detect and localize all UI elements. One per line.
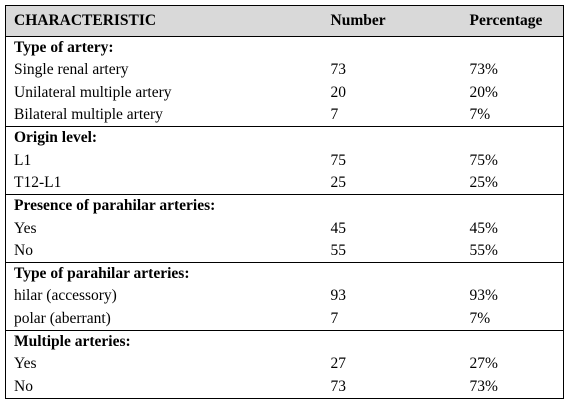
header-cell: CHARACTERISTIC	[5, 5, 323, 37]
table-header: CHARACTERISTIC Number Percentage	[5, 5, 564, 37]
label-cell: Unilateral multiple artery	[14, 83, 172, 101]
percentage-cell: 93%	[469, 287, 498, 305]
data-row: hilar (accessory) 93 93%	[6, 285, 564, 307]
section: Type of parahilar arteries: hilar (access…	[5, 262, 564, 331]
section-title: Type of artery:	[14, 39, 114, 57]
section-title-row: Type of artery:	[6, 37, 564, 60]
percentage-cell: 73%	[469, 377, 498, 395]
section: Presence of parahilar arteries: Yes 45 45% N…	[5, 194, 564, 263]
percentage-cell: 55%	[469, 241, 498, 259]
label-cell: hilar (accessory)	[14, 287, 117, 305]
percentage-cell: 20%	[469, 83, 498, 101]
section: Type of artery: Single renal artery 73 73% U…	[5, 36, 564, 127]
section: Multiple arteries: Yes 27 27% No 73 73%	[5, 330, 564, 398]
data-row: L1 75 75%	[6, 149, 564, 171]
label-cell: polar (aberrant)	[14, 309, 111, 327]
data-row: No 73 73%	[6, 375, 564, 398]
number-cell: 7	[330, 309, 339, 327]
percentage-cell: 27%	[469, 355, 498, 373]
section-title-row: Origin level:	[6, 127, 564, 150]
label-cell: No	[14, 377, 33, 395]
section-title-row: Multiple arteries:	[6, 330, 564, 353]
label-cell: No	[14, 241, 33, 259]
section-title-row: Presence of parahilar arteries:	[6, 195, 564, 218]
number-cell: 7	[330, 106, 339, 124]
number-cell: 20	[330, 83, 347, 101]
number-cell: 45	[330, 219, 347, 237]
label-cell: Yes	[14, 219, 37, 237]
section-title-row: Type of parahilar arteries:	[6, 262, 564, 285]
data-row: Single renal artery 73 73%	[6, 59, 564, 81]
data-row: Unilateral multiple artery 20 20%	[6, 82, 564, 104]
section-title: Multiple arteries:	[14, 333, 131, 350]
data-table: CHARACTERISTIC Number Percentage Type of a…	[5, 5, 564, 399]
data-row: polar (aberrant) 7 7%	[6, 308, 564, 331]
percentage-cell: 7%	[469, 309, 491, 327]
label-cell: T12-L1	[14, 173, 62, 191]
header-row: CHARACTERISTIC Number Percentage	[5, 5, 564, 37]
number-cell: 27	[330, 355, 347, 373]
label-cell: Bilateral multiple artery	[14, 106, 163, 124]
data-row: No 55 55%	[6, 240, 564, 263]
percentage-cell: 25%	[469, 173, 498, 191]
number-cell: 73	[330, 61, 347, 79]
section: Origin level: L1 75 75% T12-L1 25 25%	[5, 126, 564, 195]
number-cell: 73	[330, 377, 347, 395]
label-cell: L1	[14, 151, 32, 169]
label-cell: Single renal artery	[14, 61, 129, 79]
number-cell: 25	[330, 173, 347, 191]
number-cell: 75	[330, 151, 347, 169]
percentage-cell: 75%	[469, 151, 498, 169]
percentage-cell: 73%	[469, 61, 498, 79]
data-row: Yes 45 45%	[6, 217, 564, 239]
percentage-cell: 45%	[469, 219, 498, 237]
header-cell: Percentage	[461, 5, 564, 37]
data-row: T12-L1 25 25%	[6, 172, 564, 195]
label-cell: Yes	[14, 355, 37, 373]
number-cell: 55	[330, 241, 347, 259]
section-title: Presence of parahilar arteries:	[14, 197, 216, 215]
header-cell: Number	[322, 5, 462, 37]
data-row: Yes 27 27%	[6, 353, 564, 375]
number-cell: 93	[330, 287, 347, 305]
data-row: Bilateral multiple artery 7 7%	[6, 104, 564, 127]
section-title: Origin level:	[14, 129, 98, 147]
percentage-cell: 7%	[469, 106, 491, 124]
section-title: Type of parahilar arteries:	[14, 265, 190, 283]
